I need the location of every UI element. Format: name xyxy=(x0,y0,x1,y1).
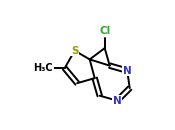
Text: N: N xyxy=(113,96,122,106)
Text: S: S xyxy=(71,46,78,56)
Text: N: N xyxy=(123,66,132,76)
Text: H₃C: H₃C xyxy=(34,63,53,73)
Text: Cl: Cl xyxy=(99,26,110,36)
